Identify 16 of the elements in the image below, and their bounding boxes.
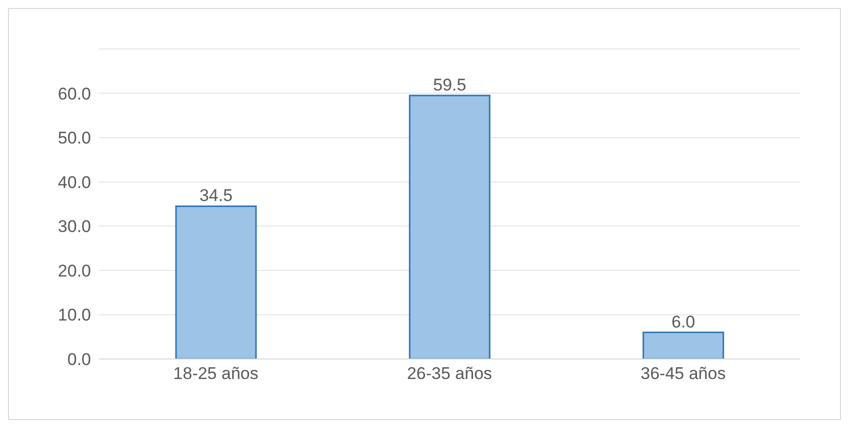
y-tick-label: 40.0 (58, 172, 91, 192)
bar (408, 94, 490, 359)
bar (175, 205, 257, 359)
y-tick-label: 10.0 (58, 306, 91, 325)
y-tick-label: 0.0 (67, 350, 91, 370)
y-tick-label: 50.0 (58, 128, 91, 148)
x-tick-label: 18-25 años (173, 364, 258, 384)
x-tick-label: 26-35 años (406, 364, 492, 384)
y-tick-label: 60.0 (58, 84, 91, 104)
bar (642, 332, 724, 359)
data-label: 34.5 (199, 186, 233, 206)
data-label: 59.5 (433, 76, 466, 94)
data-label: 6.0 (672, 312, 696, 332)
x-tick-label: 36-45 años (640, 364, 726, 384)
y-tick-label: 30.0 (58, 217, 91, 236)
y-tick-label: 20.0 (58, 261, 91, 280)
